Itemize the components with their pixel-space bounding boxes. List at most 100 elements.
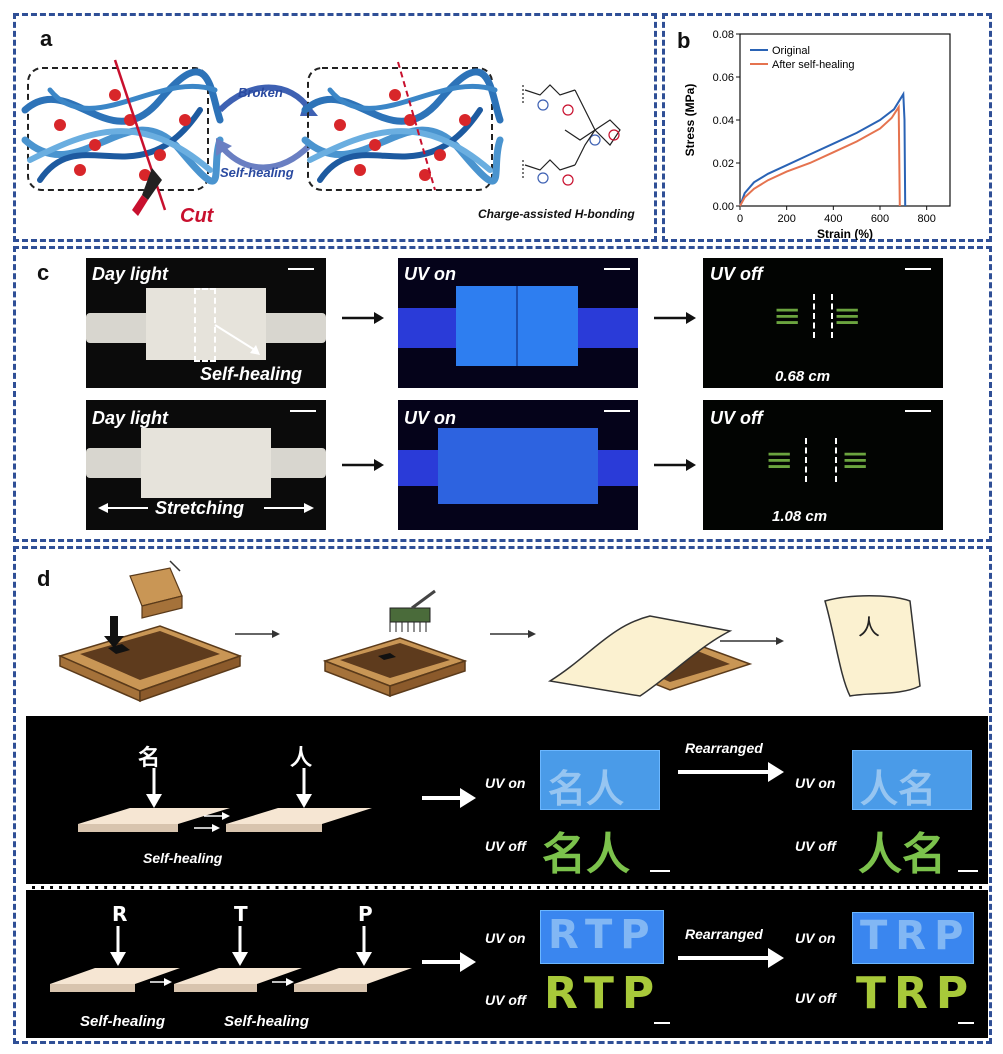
dumbbell-left-grip [86,313,156,343]
arrow-right [422,788,476,808]
character-p: P [358,902,373,926]
uv-on-photo-1 [398,258,638,388]
scale-bar [905,268,931,270]
uv-on-photo-2 [398,400,638,530]
panel-a-label: a [40,26,53,51]
uv-on-sample-after-2 [852,912,974,964]
scale-bar [650,870,670,872]
arrow-right [720,637,784,645]
character-ren: 人 [290,746,313,771]
pointer-arrow [214,324,260,355]
self-healing-arrow [217,142,313,171]
uv-off-text-before: 名人 [542,829,630,880]
row-separator-line [26,887,988,890]
x-axis-label: Strain (%) [817,227,873,240]
paper-transfer-icon [547,615,753,697]
broken-label: Broken [238,85,283,100]
woodblock-printing-illustration [57,560,921,703]
polymer-strands-left [21,68,224,185]
cut-label: Cut [180,205,215,227]
character-ming: 名 [138,746,161,771]
arrow-right [652,455,698,480]
demo-panel-chinese [26,716,988,884]
scale-bar [288,268,314,270]
movable-type-block-icon [57,560,243,703]
network-box-healed [307,67,493,191]
healed-cut-line [397,61,436,191]
demo-panel-latin [26,890,988,1038]
h-bond-sites-right [334,89,471,181]
character-r: R [112,902,128,926]
scale-bar [958,1022,974,1024]
uv-on-sample-before [540,750,660,810]
uv-off-photo-2: ≡ ≡ [703,400,943,530]
arrow-right [678,762,784,782]
distance-label-2: 1.08 cm [772,508,828,525]
scale-bar [905,410,931,412]
arrow-right [340,455,386,480]
uv-on-text-before-2: RTP [548,912,658,958]
distance-label-1: 0.68 cm [775,368,831,385]
sample-body [146,288,266,360]
arrow-right [340,308,386,333]
self-healing-label: Self-healing [220,165,294,180]
arrow-right [652,308,698,333]
uv-off-text-after: 人名 [858,829,946,880]
uv-off-label-d2-after: UV off [795,990,836,1006]
y-tick-label: 0.04 [713,115,734,127]
self-healing-label-d2a: Self-healing [80,1013,166,1030]
uv-off-label-1: UV off [710,264,763,284]
rearranged-label-d1: Rearranged [685,740,763,756]
panel-c-label: c [37,260,50,285]
y-tick-label: 0.00 [713,201,734,213]
panel-a [13,13,657,242]
y-tick-label: 0.06 [713,72,734,84]
printed-character: 人 [858,616,881,641]
x-tick-label: 400 [824,213,842,225]
x-tick-label: 600 [871,213,889,225]
stress-strain-chart: 0 200 400 600 800 0.00 0.02 0.04 0.06 0.08 Strain … [683,29,951,240]
self-healing-label-c: Self-healing [200,364,303,384]
uv-off-photo-1: ≡ ≡ [703,258,943,388]
uv-on-text-before: 名人 [548,767,625,811]
uv-on-sample-after [852,750,972,810]
x-tick-label: 0 [737,213,743,225]
uv-on-text-after-2: TRP [860,913,972,959]
series-line-1 [739,90,907,207]
h-bond-caption: Charge-assisted H-bonding [478,207,635,221]
h-bond-structure [522,84,621,186]
character-t: T [234,902,248,926]
scale-bar [604,410,630,412]
h-bond-sites-left [54,89,191,181]
panel-d [13,546,992,1044]
panel-b-label: b [677,28,691,53]
uv-on-text-after: 人名 [860,767,937,811]
stretching-label: Stretching [155,498,245,518]
inking-brush-icon [322,589,468,698]
scale-bar [604,268,630,270]
scale-bar [958,870,978,872]
scale-bar [290,410,316,412]
uv-off-label-d1: UV off [485,838,526,854]
legend-entry-1: Original [772,45,810,57]
printed-paper-icon [824,595,921,697]
slab-assembly-illustration [78,768,372,832]
self-healing-label-d2b: Self-healing [224,1013,310,1030]
rearranged-label-d2: Rearranged [685,926,763,942]
y-tick-label: 0.02 [713,158,734,170]
arrow-right [490,630,536,638]
slab-assembly-illustration-2 [50,926,412,992]
day-light-label-1: Day light [92,264,169,284]
panel-b [662,13,992,242]
arrow-right [678,948,784,968]
legend-entry-2: After self-healing [772,59,855,71]
uv-off-label-d2: UV off [485,992,526,1008]
arrow-right [422,952,476,972]
knife-icon [132,168,162,216]
day-light-label-2: Day light [92,408,169,428]
y-axis-label: Stress (MPa) [683,84,697,157]
network-schematic: Cut Broken Self-healing Charge-assisted … [21,59,635,227]
self-healing-label-d1: Self-healing [143,850,223,866]
uv-on-label-d2: UV on [485,930,526,946]
uv-on-label-1: UV on [404,264,456,284]
